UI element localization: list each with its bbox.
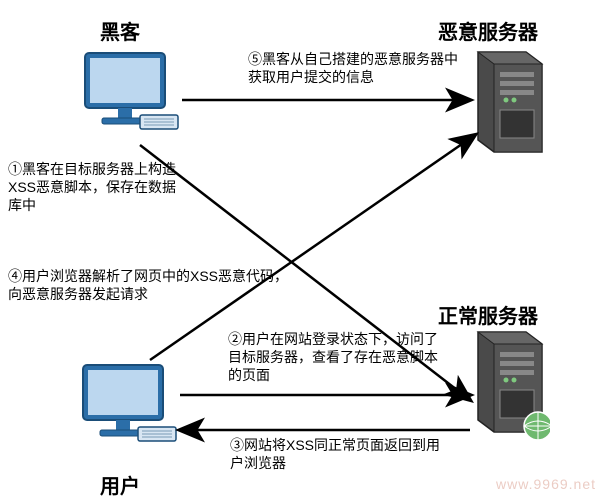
hacker-computer-icon (80, 48, 180, 138)
a4_user_to_evilsrv (150, 135, 475, 360)
normal-server-icon (470, 328, 550, 445)
node-label-hacker: 黑客 (100, 16, 140, 45)
step-2-text: ②用户在网站登录状态下，访问了目标服务器，查看了存在恶意脚本的页面 (228, 330, 448, 385)
watermark-text: www.9969.net (496, 476, 596, 492)
node-label-normal-server: 正常服务器 (438, 300, 538, 329)
step-3-text: ③网站将XSS同正常页面返回到用户浏览器 (230, 436, 450, 472)
step-1-text: ①黑客在目标服务器上构造XSS恶意脚本，保存在数据库中 (8, 160, 188, 215)
node-label-user: 用户 (100, 470, 140, 499)
step-4-text: ④用户浏览器解析了网页中的XSS恶意代码，向恶意服务器发起请求 (8, 267, 288, 303)
evil-server-icon (470, 48, 550, 165)
node-label-evil-server: 恶意服务器 (438, 16, 538, 45)
user-computer-icon (78, 360, 178, 450)
step-5-text: ⑤黑客从自己搭建的恶意服务器中获取用户提交的信息 (248, 50, 458, 86)
